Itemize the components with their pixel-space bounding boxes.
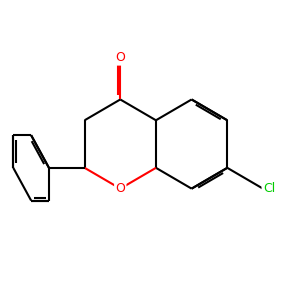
Text: O: O bbox=[115, 51, 125, 64]
Text: O: O bbox=[115, 182, 125, 195]
Text: Cl: Cl bbox=[263, 182, 275, 195]
